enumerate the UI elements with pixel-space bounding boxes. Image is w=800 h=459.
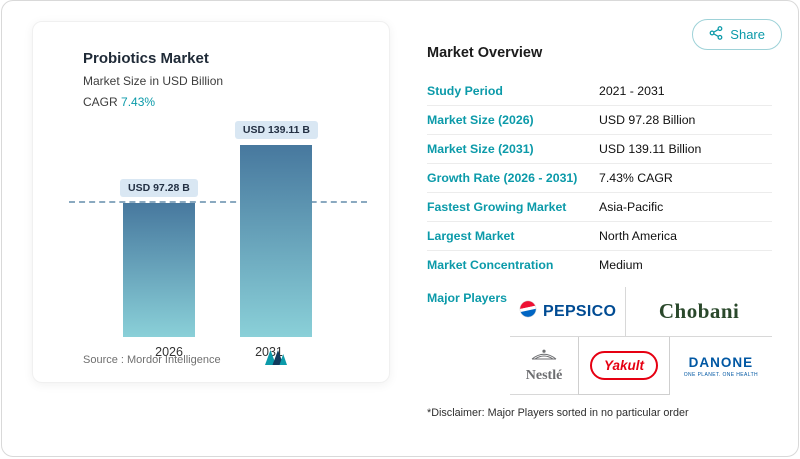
row-label: Market Size (2026): [427, 113, 534, 127]
row-value: 2021 - 2031: [599, 84, 665, 98]
row-label: Growth Rate (2026 - 2031): [427, 171, 578, 185]
chobani-wordmark: Chobani: [658, 299, 740, 323]
row-label: Market Concentration: [427, 258, 554, 272]
share-button-label: Share: [730, 27, 765, 42]
bar-value-label-2031: USD 139.11 B: [234, 121, 318, 139]
table-row-largest-market: Largest Market North America: [427, 222, 772, 251]
bar-group-2026: USD 97.28 B: [120, 179, 198, 337]
players-row-1: PEPSICO Chobani: [510, 287, 772, 337]
cagr-value: 7.43%: [121, 95, 156, 109]
bar-2031: [240, 145, 313, 337]
share-icon: [709, 26, 723, 43]
bar-chart-plot: USD 97.28 B USD 139.11 B: [69, 119, 367, 337]
yakult-wordmark: Yakult: [589, 351, 658, 380]
bar-group-2031: USD 139.11 B: [234, 121, 318, 337]
table-row-market-concentration: Market Concentration Medium: [427, 251, 772, 279]
nestle-nest-icon: [529, 348, 559, 366]
disclaimer-text: *Disclaimer: Major Players sorted in no …: [427, 407, 689, 419]
reference-dashed-line: [69, 201, 367, 203]
nestle-wordmark: Nestlé: [525, 367, 563, 383]
players-row-2: Nestlé Yakult DANONE ONE PLANET. ONE HEA…: [510, 337, 772, 395]
overview-table: Study Period 2021 - 2031 Market Size (20…: [427, 77, 772, 279]
row-value: Asia-Pacific: [599, 200, 664, 214]
market-overview-section: Market Overview Study Period 2021 - 2031…: [427, 37, 772, 419]
bars-container: USD 97.28 B USD 139.11 B: [83, 119, 355, 337]
player-logo-yakult: Yakult: [578, 337, 670, 395]
pepsi-globe-icon: [519, 300, 537, 323]
danone-wordmark: DANONE: [688, 354, 754, 370]
row-value: USD 97.28 Billion: [599, 113, 696, 127]
chart-title: Probiotics Market: [83, 50, 209, 67]
row-label: Study Period: [427, 84, 503, 98]
player-logo-pepsico: PEPSICO: [510, 287, 625, 336]
danone-tagline: ONE PLANET. ONE HEALTH: [683, 371, 759, 378]
row-label: Fastest Growing Market: [427, 200, 567, 214]
row-value: North America: [599, 229, 677, 243]
player-logo-nestle: Nestlé: [510, 337, 579, 395]
chart-cagr-line: CAGR 7.43%: [83, 95, 389, 109]
chart-header: Probiotics Market Market Size in USD Bil…: [33, 22, 389, 109]
bar-2026: [122, 203, 195, 337]
row-value: USD 139.11 Billion: [599, 142, 702, 156]
overview-title: Market Overview: [427, 45, 543, 61]
row-value: 7.43% CAGR: [599, 171, 673, 185]
major-players-label: Major Players: [427, 291, 507, 305]
x-tick-2026: 2026: [155, 345, 183, 359]
player-logo-danone: DANONE ONE PLANET. ONE HEALTH: [670, 337, 772, 395]
bar-value-label-2026: USD 97.28 B: [120, 179, 198, 197]
cagr-label: CAGR: [83, 95, 118, 109]
table-row-market-size-2026: Market Size (2026) USD 97.28 Billion: [427, 106, 772, 135]
share-button[interactable]: Share: [692, 19, 782, 50]
chart-subtitle: Market Size in USD Billion: [83, 74, 224, 88]
pepsico-wordmark: PEPSICO: [543, 302, 617, 320]
row-label: Market Size (2031): [427, 142, 534, 156]
mordor-intelligence-logo-icon: [264, 350, 287, 370]
table-row-fastest-growing-market: Fastest Growing Market Asia-Pacific: [427, 193, 772, 222]
table-row-growth-rate: Growth Rate (2026 - 2031) 7.43% CAGR: [427, 164, 772, 193]
row-label: Largest Market: [427, 229, 515, 243]
source-row: Source : Mordor Intelligence: [83, 350, 287, 370]
player-logo-chobani: Chobani: [625, 287, 772, 336]
major-players-grid: PEPSICO Chobani: [510, 287, 772, 395]
major-players-section: Major Players: [427, 287, 772, 395]
table-row-study-period: Study Period 2021 - 2031: [427, 77, 772, 106]
chart-panel: Probiotics Market Market Size in USD Bil…: [32, 21, 390, 383]
row-value: Medium: [599, 258, 643, 272]
source-text: Source : Mordor Intelligence: [83, 354, 221, 366]
table-row-market-size-2031: Market Size (2031) USD 139.11 Billion: [427, 135, 772, 164]
